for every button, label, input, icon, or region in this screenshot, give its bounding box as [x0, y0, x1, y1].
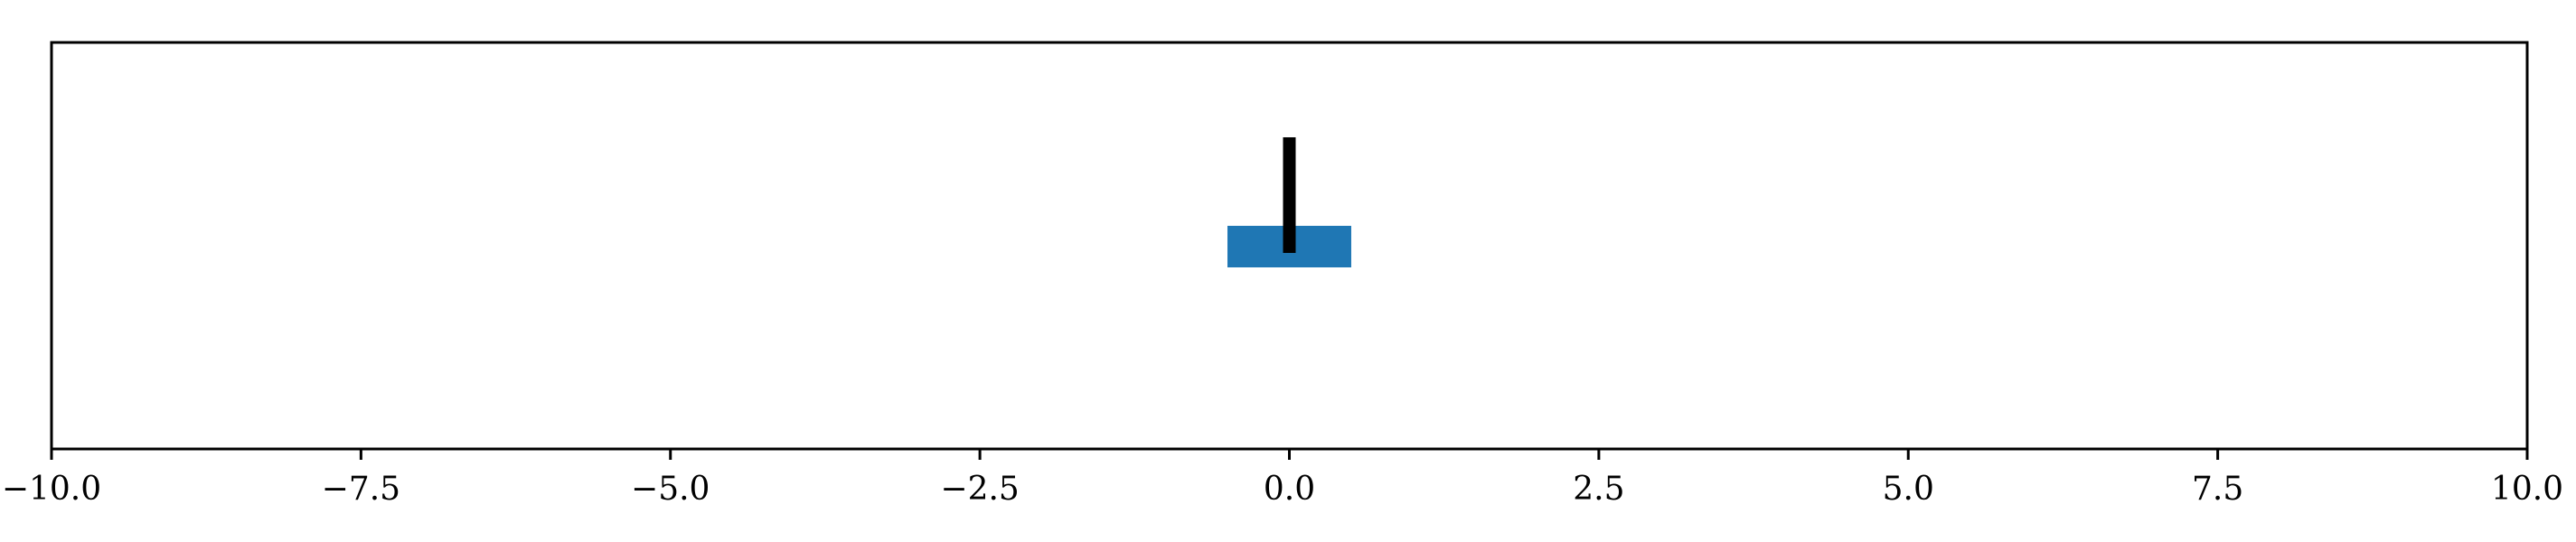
plot-frame [50, 41, 2529, 451]
x-tick-label: 2.5 [1573, 471, 1624, 508]
x-tick-label: −2.5 [940, 471, 1019, 508]
x-tick-label: 10.0 [2491, 471, 2563, 508]
x-tick-label: −7.5 [322, 471, 400, 508]
x-tick-label: 7.5 [2192, 471, 2243, 508]
x-tick-label: 5.0 [1883, 471, 1934, 508]
x-tick-label: 0.0 [1264, 471, 1315, 508]
x-tick-label: −5.0 [631, 471, 710, 508]
pole [1283, 137, 1296, 253]
x-tick-label: −10.0 [2, 471, 101, 508]
x-axis-ticks: −10.0 −7.5 −5.0 −2.5 0.0 2.5 5.0 7.5 10.0 [2, 449, 2563, 508]
